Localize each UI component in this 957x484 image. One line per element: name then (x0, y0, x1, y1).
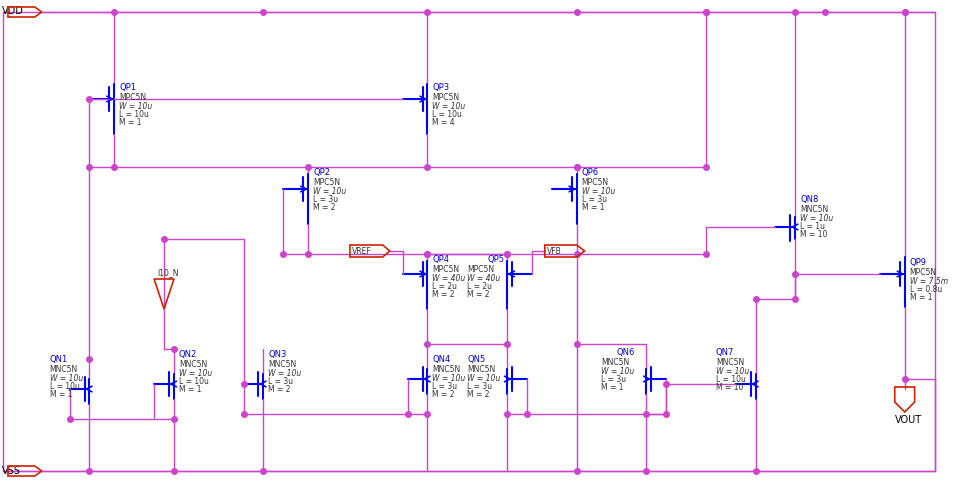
Text: VDD: VDD (2, 6, 24, 16)
Text: L = 0.8u: L = 0.8u (910, 285, 942, 293)
Text: MNC5N: MNC5N (602, 357, 630, 366)
Text: I10_N: I10_N (157, 268, 179, 276)
Text: MNC5N: MNC5N (800, 205, 829, 213)
Text: QN2: QN2 (179, 349, 197, 358)
Text: W = 10u: W = 10u (433, 373, 466, 382)
Text: M = 1: M = 1 (602, 382, 624, 391)
Text: L = 3u: L = 3u (268, 376, 294, 385)
Text: M = 1: M = 1 (50, 389, 72, 398)
Text: VSS: VSS (2, 465, 21, 475)
Text: M = 2: M = 2 (433, 289, 455, 298)
Text: QP3: QP3 (433, 83, 450, 92)
Text: MPC5N: MPC5N (433, 93, 459, 102)
Text: W = 10u: W = 10u (467, 373, 501, 382)
Text: QP5: QP5 (487, 255, 504, 263)
Text: L = 10u: L = 10u (50, 381, 79, 390)
Text: L = 3u: L = 3u (433, 381, 457, 390)
Text: QP9: QP9 (910, 257, 926, 267)
Text: M = 1: M = 1 (582, 203, 604, 212)
Text: QP4: QP4 (433, 255, 450, 263)
Text: M = 1: M = 1 (910, 292, 932, 302)
Text: L = 3u: L = 3u (467, 381, 493, 390)
Text: M = 10: M = 10 (800, 229, 828, 239)
Text: QN7: QN7 (716, 348, 734, 356)
Text: W = 40u: W = 40u (467, 273, 501, 283)
Text: QP2: QP2 (313, 167, 330, 177)
Text: MPC5N: MPC5N (313, 178, 341, 187)
Text: M = 2: M = 2 (467, 289, 490, 298)
Text: L = 3u: L = 3u (582, 195, 607, 204)
Text: VREF: VREF (352, 247, 371, 256)
Text: MPC5N: MPC5N (582, 178, 609, 187)
Text: M = 2: M = 2 (313, 203, 336, 212)
Text: L = 3u: L = 3u (602, 374, 627, 383)
Text: MNC5N: MNC5N (50, 364, 78, 373)
Text: L = 10u: L = 10u (179, 376, 209, 385)
Text: W = 10u: W = 10u (716, 366, 749, 375)
Text: M = 1: M = 1 (179, 384, 202, 393)
Text: QP1: QP1 (120, 83, 136, 92)
Text: MPC5N: MPC5N (433, 264, 459, 273)
Text: MNC5N: MNC5N (179, 359, 208, 368)
Text: L = 10u: L = 10u (716, 374, 746, 383)
Text: MNC5N: MNC5N (716, 357, 744, 366)
Text: W = 10u: W = 10u (179, 368, 212, 377)
Text: W = 10u: W = 10u (602, 366, 634, 375)
Text: M = 2: M = 2 (268, 384, 291, 393)
Text: MPC5N: MPC5N (120, 93, 146, 102)
Text: QN1: QN1 (50, 354, 68, 363)
Text: MPC5N: MPC5N (467, 264, 495, 273)
Text: L = 10u: L = 10u (433, 110, 462, 119)
Text: VOUT: VOUT (895, 414, 922, 424)
Text: W = 40u: W = 40u (433, 273, 466, 283)
Text: M = 1: M = 1 (120, 118, 142, 127)
Text: MNC5N: MNC5N (433, 364, 460, 373)
Text: L = 1u: L = 1u (800, 222, 825, 230)
Text: W = 10u: W = 10u (268, 368, 301, 377)
Text: VFB: VFB (546, 247, 562, 256)
Text: L = 3u: L = 3u (313, 195, 338, 204)
Text: L = 2u: L = 2u (467, 281, 492, 290)
Text: W = 10u: W = 10u (800, 213, 834, 223)
Text: QP6: QP6 (582, 167, 599, 177)
Text: QN4: QN4 (433, 354, 451, 363)
Text: M = 10: M = 10 (716, 382, 744, 391)
Text: QN3: QN3 (268, 349, 287, 358)
Text: M = 2: M = 2 (467, 389, 490, 398)
Text: W = 7.5m: W = 7.5m (910, 276, 947, 286)
Text: M = 2: M = 2 (433, 389, 455, 398)
Text: W = 10u: W = 10u (582, 187, 614, 196)
Text: QN8: QN8 (800, 195, 818, 204)
Text: QN5: QN5 (467, 354, 485, 363)
Text: QN6: QN6 (616, 348, 634, 356)
Text: L = 10u: L = 10u (120, 110, 149, 119)
Text: L = 2u: L = 2u (433, 281, 457, 290)
Text: W = 10u: W = 10u (433, 102, 466, 111)
Text: W = 10u: W = 10u (120, 102, 152, 111)
Text: W = 10u: W = 10u (313, 187, 346, 196)
Text: MNC5N: MNC5N (268, 359, 297, 368)
Text: MNC5N: MNC5N (467, 364, 496, 373)
Text: M = 4: M = 4 (433, 118, 456, 127)
Text: W = 10u: W = 10u (50, 373, 83, 382)
Text: MPC5N: MPC5N (910, 268, 937, 276)
